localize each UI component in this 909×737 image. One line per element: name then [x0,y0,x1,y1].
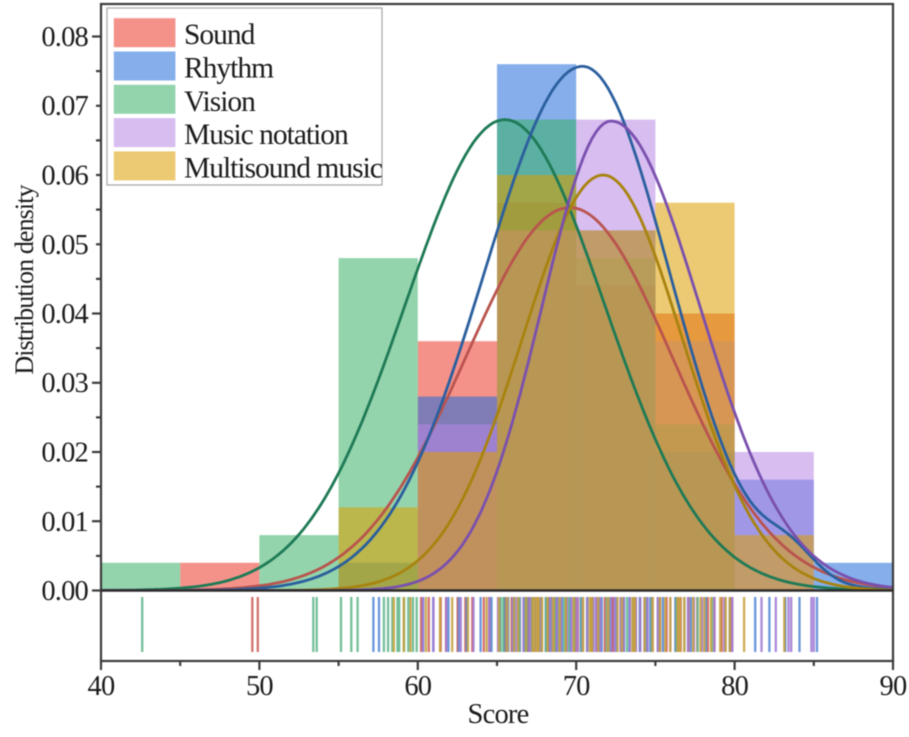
svg-text:Distribution density: Distribution density [10,184,39,374]
svg-text:Music notation: Music notation [184,119,349,151]
svg-text:0.06: 0.06 [41,161,88,192]
svg-text:0.07: 0.07 [41,91,88,122]
svg-text:Sound: Sound [184,19,256,51]
svg-text:0.05: 0.05 [41,230,88,261]
svg-text:0.02: 0.02 [41,438,88,469]
svg-text:Multisound music: Multisound music [184,152,383,184]
svg-text:0.08: 0.08 [41,22,88,53]
svg-text:50: 50 [246,671,273,702]
svg-text:0.04: 0.04 [41,299,88,330]
svg-text:0.01: 0.01 [41,507,88,538]
svg-text:0.00: 0.00 [41,576,88,607]
svg-text:80: 80 [721,671,748,702]
svg-text:Rhythm: Rhythm [184,53,274,85]
svg-text:Vision: Vision [184,86,256,118]
svg-text:70: 70 [563,671,590,702]
svg-text:60: 60 [404,671,431,702]
svg-text:90: 90 [880,671,907,702]
svg-text:Score: Score [468,699,529,730]
svg-text:0.03: 0.03 [41,368,88,399]
svg-text:40: 40 [88,671,115,702]
